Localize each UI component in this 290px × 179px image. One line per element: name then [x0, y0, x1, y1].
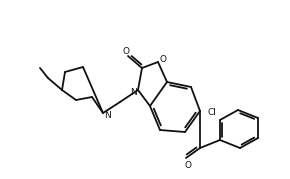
Text: O: O [122, 47, 130, 55]
Text: N: N [105, 110, 111, 120]
Text: O: O [184, 161, 191, 171]
Text: Cl: Cl [208, 108, 216, 117]
Text: O: O [160, 54, 166, 64]
Text: N: N [130, 88, 137, 96]
